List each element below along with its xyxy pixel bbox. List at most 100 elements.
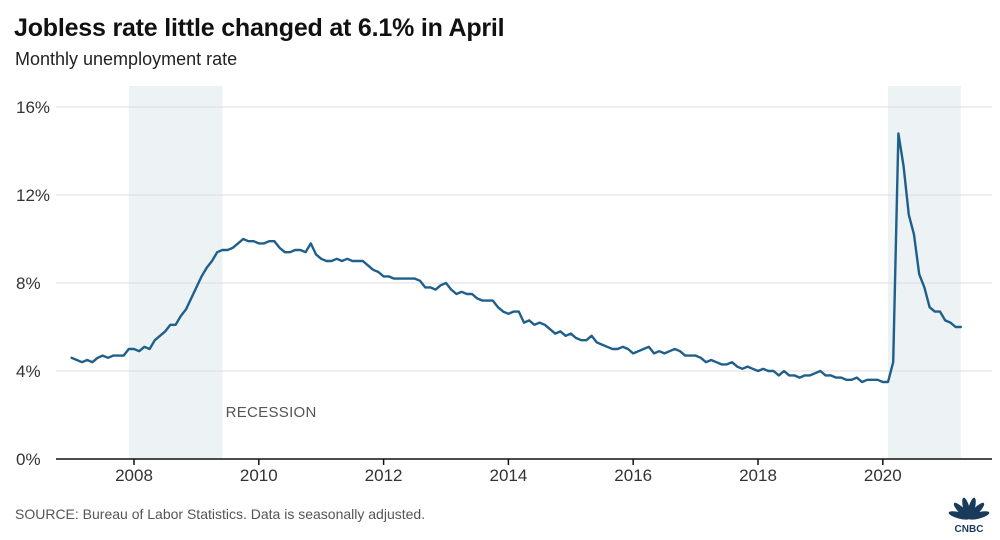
- data-point: [892, 361, 894, 363]
- data-point: [668, 350, 670, 352]
- data-point: [850, 379, 852, 381]
- axes: 2008 2010 2012 2014 2016 2018 2020: [56, 458, 992, 485]
- data-point: [336, 258, 338, 260]
- data-point: [180, 315, 182, 317]
- data-point: [434, 288, 436, 290]
- data-point: [372, 269, 374, 271]
- data-point: [731, 361, 733, 363]
- data-point: [544, 324, 546, 326]
- data-point: [528, 319, 530, 321]
- data-point: [128, 348, 130, 350]
- data-point: [518, 310, 520, 312]
- data-point: [814, 372, 816, 374]
- data-point: [450, 288, 452, 290]
- data-point: [824, 374, 826, 376]
- data-point: [627, 348, 629, 350]
- data-point: [809, 374, 811, 376]
- chart-title: Jobless rate little changed at 6.1% in A…: [14, 14, 505, 42]
- data-point: [445, 282, 447, 284]
- data-point: [653, 352, 655, 354]
- data-point: [830, 374, 832, 376]
- data-point: [278, 247, 280, 249]
- data-point: [268, 240, 270, 242]
- data-point: [736, 365, 738, 367]
- data-point: [424, 286, 426, 288]
- data-point: [684, 354, 686, 356]
- data-point: [304, 251, 306, 253]
- data-point: [76, 359, 78, 361]
- x-tick-label: 2018: [739, 466, 777, 485]
- data-point: [112, 354, 114, 356]
- data-point: [658, 350, 660, 352]
- data-point: [221, 249, 223, 251]
- data-point: [117, 354, 119, 356]
- data-point: [606, 346, 608, 348]
- data-point: [954, 326, 956, 328]
- data-point: [746, 365, 748, 367]
- data-point: [476, 297, 478, 299]
- data-point: [247, 240, 249, 242]
- data-point: [783, 370, 785, 372]
- data-point: [242, 238, 244, 240]
- x-tick-label: 2014: [489, 466, 527, 485]
- data-point: [523, 321, 525, 323]
- chart-subtitle: Monthly unemployment rate: [15, 49, 238, 69]
- data-point: [840, 376, 842, 378]
- data-point: [414, 277, 416, 279]
- data-point: [471, 293, 473, 295]
- recession-bands: RECESSION: [128, 86, 961, 459]
- data-point: [440, 284, 442, 286]
- data-point: [96, 357, 98, 359]
- data-point: [616, 348, 618, 350]
- data-point: [299, 249, 301, 251]
- data-point: [393, 277, 395, 279]
- source-note: SOURCE: Bureau of Labor Statistics. Data…: [15, 506, 426, 522]
- data-point: [741, 368, 743, 370]
- data-point: [315, 253, 317, 255]
- data-point: [585, 339, 587, 341]
- data-point: [341, 260, 343, 262]
- data-point: [174, 324, 176, 326]
- data-point: [564, 335, 566, 337]
- data-point: [382, 275, 384, 277]
- data-point: [232, 247, 234, 249]
- data-point: [757, 370, 759, 372]
- data-point: [752, 368, 754, 370]
- data-point: [570, 332, 572, 334]
- data-point: [351, 260, 353, 262]
- data-point: [512, 310, 514, 312]
- data-point: [533, 324, 535, 326]
- data-point: [819, 370, 821, 372]
- data-point: [403, 277, 405, 279]
- data-point: [258, 242, 260, 244]
- data-point: [762, 368, 764, 370]
- cnbc-logo: CNBC: [948, 497, 990, 534]
- data-point: [377, 271, 379, 273]
- data-point: [705, 361, 707, 363]
- data-point: [492, 299, 494, 301]
- data-point: [689, 354, 691, 356]
- data-point: [195, 286, 197, 288]
- data-point: [637, 350, 639, 352]
- data-point: [91, 361, 93, 363]
- data-point: [70, 357, 72, 359]
- data-point: [226, 249, 228, 251]
- data-point: [455, 293, 457, 295]
- data-point: [460, 291, 462, 293]
- y-tick-label: 8%: [16, 274, 41, 293]
- data-point: [944, 319, 946, 321]
- data-point: [466, 293, 468, 295]
- x-tick-label: 2008: [115, 466, 153, 485]
- data-point: [507, 313, 509, 315]
- data-point: [554, 332, 556, 334]
- data-point: [960, 326, 962, 328]
- data-point: [596, 341, 598, 343]
- data-point: [237, 242, 239, 244]
- data-point: [866, 379, 868, 381]
- data-point: [273, 240, 275, 242]
- data-point: [419, 280, 421, 282]
- data-point: [211, 260, 213, 262]
- data-point: [263, 242, 265, 244]
- data-point: [159, 335, 161, 337]
- data-point: [580, 339, 582, 341]
